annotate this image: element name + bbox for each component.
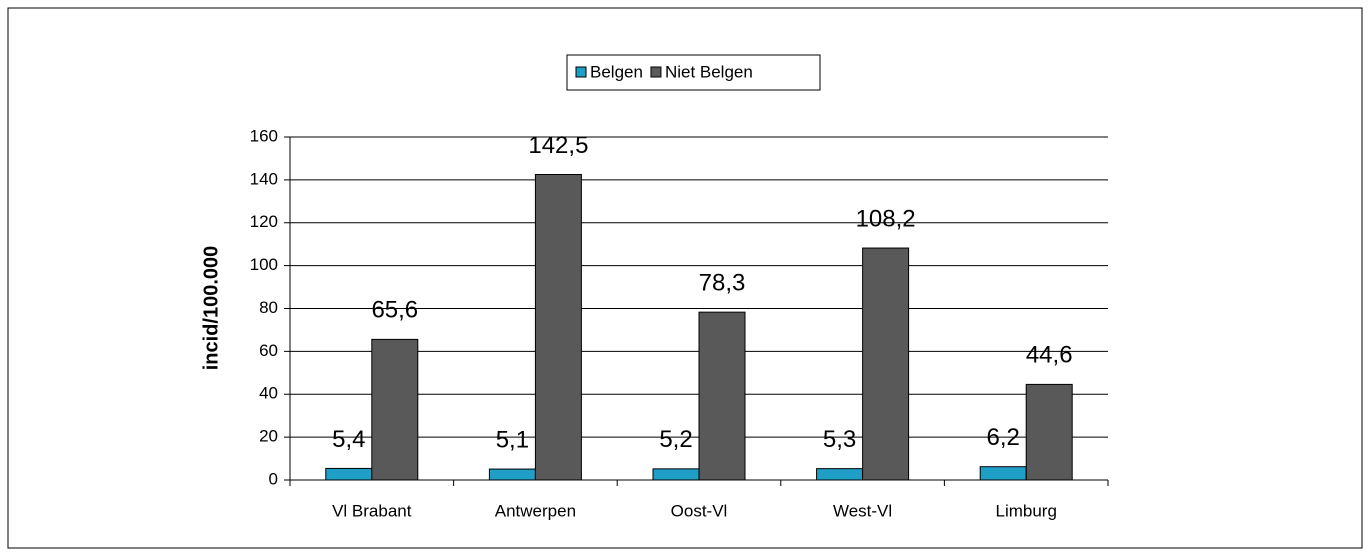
x-tick-label: West-Vl	[833, 501, 892, 520]
y-tick-label: 100	[250, 255, 278, 274]
value-label: 108,2	[856, 205, 916, 232]
x-tick-label: Vl Brabant	[332, 501, 412, 520]
bar	[488, 468, 536, 481]
bar	[371, 338, 419, 481]
x-tick-label: Oost-Vl	[671, 501, 728, 520]
bar	[652, 468, 700, 481]
value-label: 5,4	[332, 426, 365, 453]
bar	[534, 174, 582, 481]
bar	[698, 311, 746, 481]
y-tick-label: 160	[250, 126, 278, 145]
y-tick-label: 140	[250, 169, 278, 188]
value-label: 142,5	[528, 132, 588, 159]
bar	[1025, 383, 1073, 481]
legend-swatch	[650, 66, 662, 78]
x-tick-label: Antwerpen	[495, 501, 576, 520]
value-label: 5,3	[823, 426, 856, 453]
value-label: 44,6	[1026, 342, 1073, 369]
bar	[816, 468, 864, 481]
y-tick-label: 40	[259, 384, 278, 403]
bar	[979, 466, 1027, 481]
value-label: 6,2	[987, 424, 1020, 451]
bar	[325, 467, 373, 481]
value-label: 65,6	[371, 297, 418, 324]
legend-label: Niet Belgen	[665, 62, 753, 81]
y-axis-label: incid/100.000	[200, 246, 222, 371]
legend-swatch	[575, 66, 587, 78]
y-tick-label: 20	[259, 427, 278, 446]
y-tick-label: 120	[250, 212, 278, 231]
value-label: 5,1	[496, 426, 529, 453]
legend-box	[566, 54, 821, 91]
y-tick-label: 60	[259, 341, 278, 360]
x-tick-label: Limburg	[995, 501, 1056, 520]
y-tick-label: 80	[259, 298, 278, 317]
y-tick-label: 0	[269, 469, 278, 488]
bar	[862, 247, 910, 481]
chart-frame	[7, 7, 1363, 549]
legend-label: Belgen	[590, 62, 643, 81]
value-label: 78,3	[699, 269, 746, 296]
value-label: 5,2	[659, 426, 692, 453]
